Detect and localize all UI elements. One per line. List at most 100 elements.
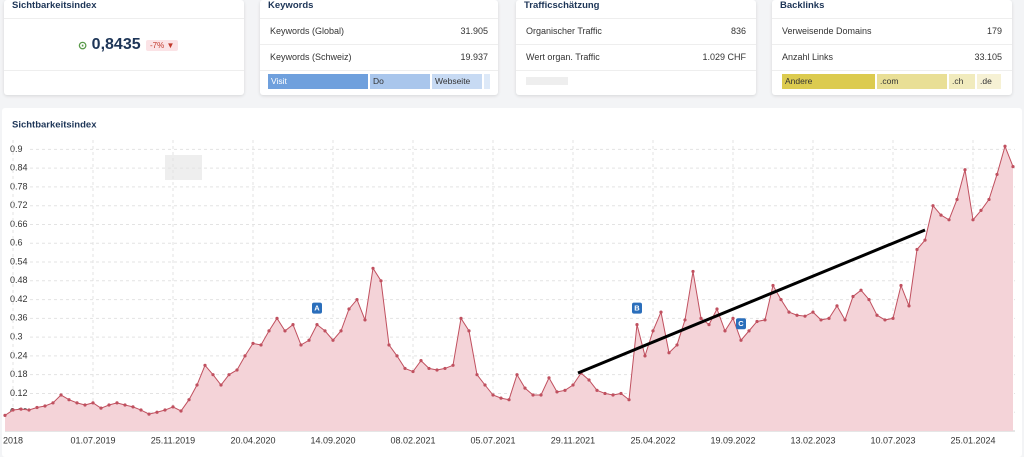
y-tick-label: 0.54 [10,256,28,266]
point [491,393,495,397]
y-tick-label: 0.3 [10,332,23,342]
point [219,383,223,387]
point [755,319,759,324]
annotation-flag [736,318,746,330]
value: 0,8435 [91,36,141,53]
point [555,390,559,394]
label: Organischer Traffic [526,26,602,36]
x-tick-label: 10.07.2023 [870,435,915,445]
x-tick-label: 25.01.2024 [950,435,995,445]
x-tick-label: 25.11.2019 [151,435,195,445]
row: Anzahl Links 33.105 [772,45,1012,71]
point [635,323,639,327]
point [723,329,727,333]
point [171,405,175,409]
point [651,329,655,333]
point [955,197,959,202]
point [275,316,279,320]
point [531,393,535,397]
point [683,318,687,322]
point [43,404,47,408]
val: 33.105 [974,52,1002,62]
point [883,318,887,322]
point [419,358,423,363]
point [859,288,863,292]
point [155,410,159,414]
point [27,408,31,412]
point [971,218,975,222]
point [139,408,143,412]
visibility-card: Sichtbarkeitsindex ⊙ 0,8435 -7% ▼ [4,0,244,95]
point [715,307,719,311]
point [339,329,343,333]
card-title: Keywords [260,0,498,19]
point [819,318,823,322]
segment [484,74,490,89]
point [83,403,87,407]
point [99,406,103,410]
point [251,341,255,345]
label: Verweisende Domains [782,26,872,36]
point [779,297,783,302]
point [363,318,367,322]
point [603,391,607,396]
y-tick-label: 0.72 [10,200,28,210]
point [355,297,359,302]
val: 19.937 [460,52,488,62]
segment: .de [977,74,1001,89]
point [195,383,199,387]
point [587,378,591,382]
label: Anzahl Links [782,52,834,62]
point [379,279,383,283]
y-tick-label: 0.66 [10,219,28,229]
row: Verweisende Domains 179 [772,19,1012,45]
point [731,316,735,320]
point [931,204,935,208]
x-tick-label: 29.11.2021 [551,435,595,445]
point [91,401,95,405]
point [51,401,55,405]
point [691,269,695,274]
segment: Webseite [432,74,482,89]
change: -7% [150,41,165,50]
point [315,323,319,327]
point [867,297,871,302]
point [1003,144,1007,148]
point [763,318,767,322]
point [1011,164,1015,169]
point [995,172,999,177]
point [187,398,191,402]
point [59,393,63,397]
point [707,323,711,327]
chart: Sichtbarkeitsindex 0.060.120.180.240.30.… [2,108,1022,457]
segment: Andere [782,74,875,89]
point [3,413,7,417]
annotation-flag [312,302,322,314]
traffic-card: Trafficschätzung Organischer Traffic 836 … [516,0,756,95]
point [611,393,615,397]
point [467,329,471,333]
point [203,363,207,367]
card-title: Backlinks [772,0,1012,19]
x-tick-label: 19.09.2022 [710,435,755,445]
point [67,398,71,402]
point [443,366,447,371]
card-title: Trafficschätzung [516,0,756,19]
x-tick-label: 14.09.2020 [310,435,355,445]
point [667,351,671,355]
point [331,338,335,342]
point [299,343,303,347]
annotation-label: C [738,319,744,328]
point [323,329,327,333]
x-tick-label: 2018 [3,435,23,445]
point [771,283,775,288]
point [347,307,351,311]
y-tick-label: 0.12 [10,388,28,398]
val: 179 [986,26,1002,36]
point [627,398,631,402]
point [243,354,247,358]
point [563,388,567,392]
point [891,316,895,320]
point [451,363,455,367]
y-tick-label: 0.78 [10,181,28,191]
